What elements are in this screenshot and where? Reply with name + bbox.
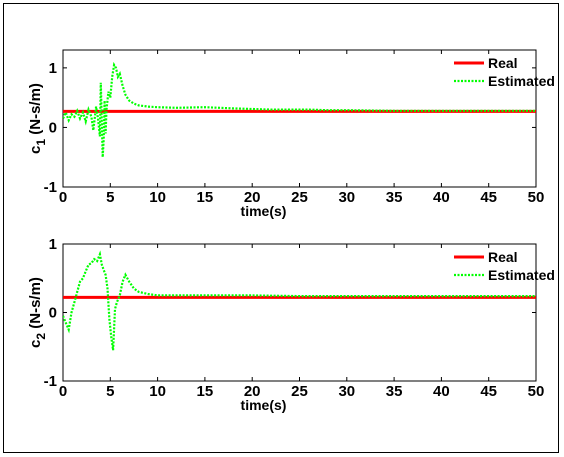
x-tick-label: 30 <box>338 189 355 206</box>
y-tick-label: -1 <box>44 373 57 390</box>
y-axis-label-unit: (N-s/m) <box>27 83 44 139</box>
y-axis-label: c1 (N-s/m) <box>27 83 48 154</box>
x-axis-label: time(s) <box>241 203 287 219</box>
legend: Real Estimated <box>454 249 555 283</box>
y-tick-label: 0 <box>49 305 57 322</box>
x-tick-label: 5 <box>106 189 114 206</box>
plot-area-box <box>62 49 537 188</box>
y-tick-label: 0 <box>49 119 57 136</box>
legend-label-estimated: Estimated <box>488 267 555 283</box>
plot-area-box <box>62 243 537 382</box>
legend-label-real: Real <box>488 249 518 265</box>
x-tick-label: 35 <box>386 189 403 206</box>
x-tick-label: 30 <box>338 383 355 400</box>
x-tick-label: 10 <box>149 383 166 400</box>
x-tick-label: 0 <box>59 383 67 400</box>
series-group <box>63 250 536 351</box>
x-tick-label: 20 <box>244 189 261 206</box>
series-line-estimated <box>63 250 536 351</box>
x-tick-label: 10 <box>149 189 166 206</box>
y-axis-label-subscript: 2 <box>34 333 48 340</box>
x-tick-label: 25 <box>291 383 308 400</box>
legend: Real Estimated <box>454 55 555 89</box>
x-tick-label: 45 <box>480 383 497 400</box>
y-axis-label-symbol: c <box>27 146 44 154</box>
y-tick-label: -1 <box>44 179 57 196</box>
x-tick-label: 50 <box>528 383 545 400</box>
x-tick-label: 25 <box>291 189 308 206</box>
y-axis-label-unit: (N-s/m) <box>27 277 44 333</box>
x-tick-label: 50 <box>528 189 545 206</box>
series-group <box>63 61 536 158</box>
x-tick-label: 5 <box>106 383 114 400</box>
y-tick-label: 1 <box>49 60 57 77</box>
figure-frame <box>3 3 559 453</box>
series-line-estimated <box>63 61 536 158</box>
y-axis-label-symbol: c <box>27 340 44 348</box>
x-tick-label: 45 <box>480 189 497 206</box>
legend-label-estimated: Estimated <box>488 73 555 89</box>
y-axis-label: c2 (N-s/m) <box>27 277 48 348</box>
x-tick-label: 40 <box>433 189 450 206</box>
x-tick-label: 15 <box>197 383 214 400</box>
x-axis-label: time(s) <box>241 397 287 413</box>
y-axis-label-subscript: 1 <box>34 139 48 146</box>
x-tick-label: 15 <box>197 189 214 206</box>
x-tick-label: 35 <box>386 383 403 400</box>
x-tick-label: 20 <box>244 383 261 400</box>
x-tick-label: 0 <box>59 189 67 206</box>
x-tick-label: 40 <box>433 383 450 400</box>
legend-label-real: Real <box>488 55 518 71</box>
y-tick-label: 1 <box>49 236 57 253</box>
